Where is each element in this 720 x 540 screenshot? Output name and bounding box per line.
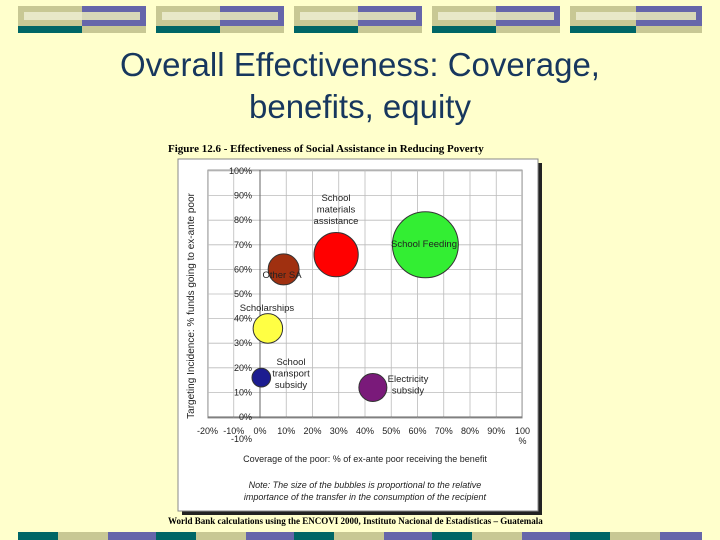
x-tick-label: 80%	[461, 426, 479, 436]
x-tick-label: -10%	[223, 426, 244, 436]
y-tick-label: 50%	[234, 289, 252, 299]
tick-labels: -10%0%10%20%30%40%50%60%70%80%90%100%-20…	[197, 166, 530, 446]
bubble-school-feeding	[391, 211, 459, 279]
x-tick-label: 70%	[435, 426, 453, 436]
y-tick-label: 100%	[229, 166, 252, 176]
bubble-electricity-subsidy	[358, 372, 388, 402]
bottom-decoration-bar	[18, 532, 702, 540]
y-tick-label: 10%	[234, 387, 252, 397]
x-tick-label: 20%	[303, 426, 321, 436]
x-tick-label: 30%	[330, 426, 348, 436]
y-tick-label: 60%	[234, 264, 252, 274]
x-tick-label: 60%	[408, 426, 426, 436]
bubble-school-transport-subsidy	[251, 367, 272, 388]
x-axis-label: Coverage of the poor: % of ex-ante poor …	[243, 454, 487, 464]
bubble-school-materials-assistance	[313, 232, 359, 278]
x-tick-label: -20%	[197, 426, 218, 436]
deco-block	[156, 6, 284, 33]
top-decoration-bar	[18, 6, 702, 33]
figure-source: World Bank calculations using the ENCOVI…	[168, 516, 543, 526]
y-tick-label: 20%	[234, 363, 252, 373]
deco-block	[18, 6, 146, 33]
bubble-label: School Feeding	[391, 239, 457, 250]
y-tick-label: 80%	[234, 215, 252, 225]
deco-block	[570, 6, 702, 33]
x-tick-label: 10%	[277, 426, 295, 436]
deco-block	[294, 6, 422, 33]
x-tick-label: 50%	[382, 426, 400, 436]
y-tick-label: 30%	[234, 338, 252, 348]
x-tick-label: 0%	[253, 426, 266, 436]
y-axis-label: Targeting Incidence: % funds going to ex…	[186, 192, 197, 418]
slide-title-line1: Overall Effectiveness: Coverage,	[120, 46, 600, 83]
x-tick-label: 40%	[356, 426, 374, 436]
note-line1: Note: The size of the bubbles is proport…	[249, 480, 482, 490]
bubble-scholarships	[252, 313, 284, 344]
slide-title-line2: benefits, equity	[249, 88, 471, 125]
bubble-label: Other SA	[262, 270, 302, 281]
figure-title: Figure 12.6 - Effectiveness of Social As…	[168, 143, 484, 155]
x-tick-label: 90%	[487, 426, 505, 436]
bubble-label: Scholarships	[240, 303, 295, 314]
bubble-labels: School materials assistance School Feeding O…	[240, 193, 457, 397]
bubble-label: School materials assistance	[314, 193, 359, 227]
y-tick-label: 70%	[234, 240, 252, 250]
bubble-label: Electricity subsidy	[388, 374, 429, 397]
slide-title: Overall Effectiveness: Coverage, benefit…	[0, 44, 720, 128]
bubble-label: School transport subsidy	[272, 357, 310, 391]
y-tick-label: 90%	[234, 191, 252, 201]
note-line2: importance of the transfer in the consum…	[244, 492, 487, 502]
x-tick-label: 100%	[515, 426, 530, 446]
y-tick-label: 40%	[234, 314, 252, 324]
bubbles	[251, 211, 459, 402]
deco-block	[432, 6, 560, 33]
y-tick-label: 0%	[239, 412, 252, 422]
bubble-other-sa	[267, 253, 300, 286]
y-tick-label: -10%	[231, 434, 252, 444]
